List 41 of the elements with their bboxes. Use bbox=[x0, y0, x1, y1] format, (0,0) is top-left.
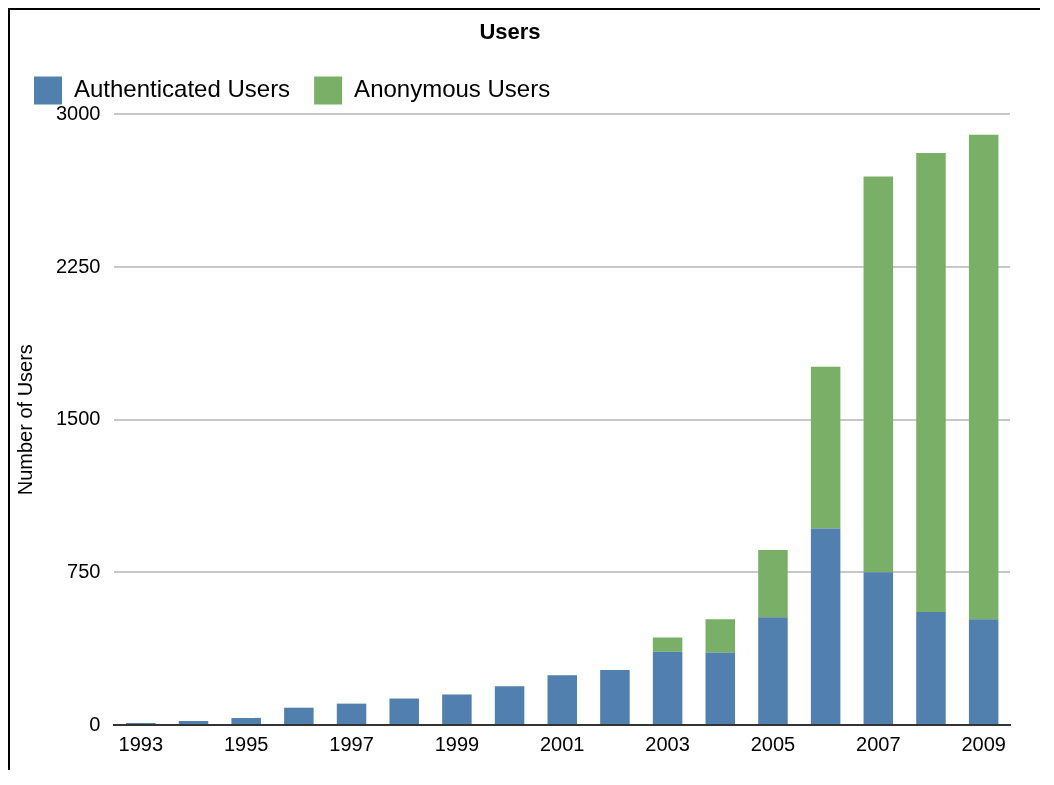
x-tick-label: 2003 bbox=[645, 732, 690, 755]
y-tick-label: 0 bbox=[89, 712, 101, 735]
bar bbox=[652, 651, 683, 724]
bar bbox=[389, 698, 419, 724]
x-tick-label: 1995 bbox=[223, 732, 269, 755]
bar bbox=[652, 637, 683, 652]
bar bbox=[863, 176, 894, 573]
bar bbox=[442, 694, 472, 724]
y-axis-title: Number of Users bbox=[13, 344, 36, 496]
y-tick-label: 1500 bbox=[55, 407, 101, 430]
bar bbox=[336, 703, 367, 724]
chart-title: Users bbox=[479, 19, 541, 45]
bar bbox=[178, 720, 209, 724]
bar bbox=[600, 670, 630, 724]
bar bbox=[810, 366, 841, 529]
bar bbox=[968, 134, 999, 620]
bar bbox=[705, 619, 736, 653]
x-tick-label: 2007 bbox=[856, 732, 901, 755]
legend-label: Authenticated Users bbox=[74, 75, 291, 103]
bar bbox=[231, 717, 261, 724]
bar bbox=[968, 619, 999, 724]
bar bbox=[916, 153, 946, 613]
bar bbox=[810, 528, 841, 724]
x-tick-label: 2005 bbox=[750, 732, 796, 755]
bar bbox=[705, 652, 736, 724]
x-tick-label: 2001 bbox=[540, 732, 585, 755]
y-tick-label: 750 bbox=[67, 559, 101, 582]
legend-label: Anonymous Users bbox=[354, 75, 551, 103]
bar bbox=[494, 686, 525, 724]
x-tick-label: 1993 bbox=[118, 732, 164, 755]
y-tick-label: 3000 bbox=[55, 101, 101, 124]
bar bbox=[547, 675, 577, 724]
bar bbox=[916, 612, 946, 724]
bar bbox=[284, 707, 314, 724]
bar bbox=[863, 572, 894, 724]
bar bbox=[758, 549, 788, 618]
x-tick-label: 1997 bbox=[329, 732, 374, 755]
bar bbox=[758, 617, 788, 724]
y-tick-label: 2250 bbox=[55, 254, 101, 277]
x-tick-label: 1999 bbox=[434, 732, 480, 755]
x-tick-label: 2009 bbox=[961, 732, 1006, 755]
